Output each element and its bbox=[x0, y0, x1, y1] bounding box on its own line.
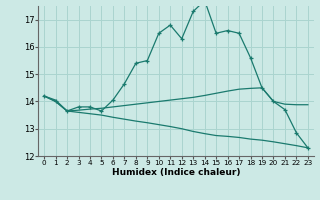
X-axis label: Humidex (Indice chaleur): Humidex (Indice chaleur) bbox=[112, 168, 240, 177]
